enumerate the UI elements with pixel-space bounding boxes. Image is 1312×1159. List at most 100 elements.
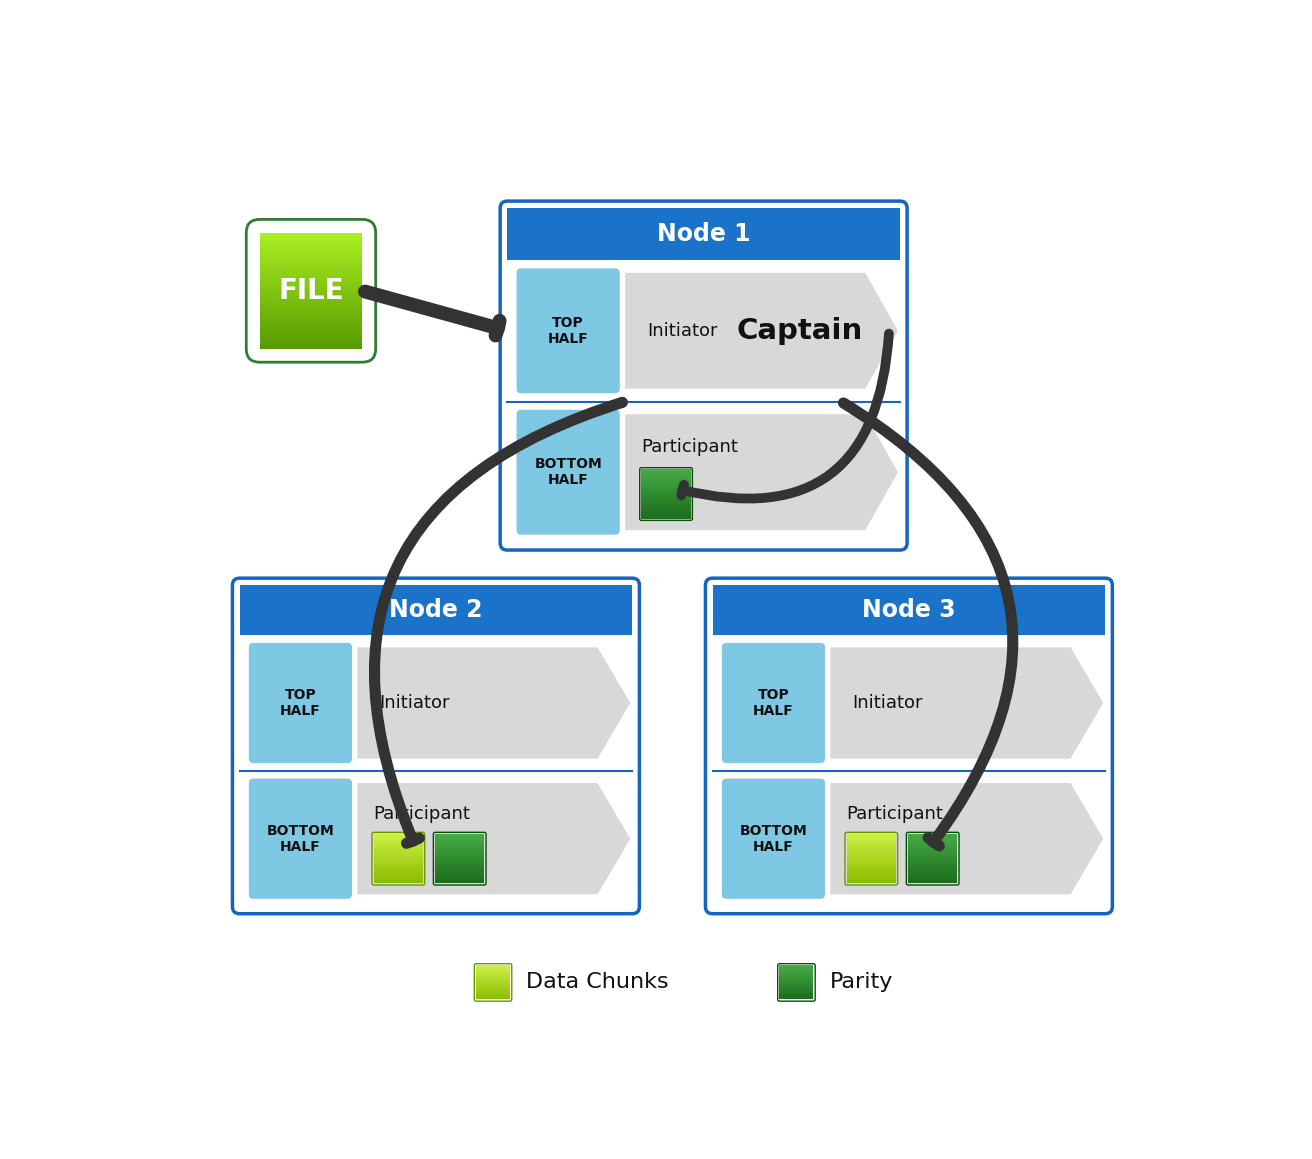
Bar [846,859,896,860]
Bar [642,471,690,472]
Bar [846,843,896,844]
Bar [260,289,362,291]
FancyBboxPatch shape [517,269,619,393]
Bar [260,307,362,309]
Bar [846,877,896,879]
Text: Data Chunks: Data Chunks [526,972,669,992]
Bar [908,843,958,844]
Bar [846,863,896,865]
Bar [642,488,690,489]
Bar [908,839,958,840]
Bar [260,233,362,235]
Bar [846,867,896,868]
Bar [260,242,362,245]
Bar [642,506,690,508]
Bar [642,473,690,474]
Bar [374,874,422,875]
Bar [436,844,484,845]
Text: TOP
HALF: TOP HALF [279,687,321,719]
Bar [436,863,484,865]
Bar [779,983,813,984]
Bar [908,853,958,854]
Bar [374,877,422,879]
Bar [642,484,690,486]
Bar [846,870,896,873]
Bar [779,992,813,994]
Text: Captain: Captain [737,316,863,345]
Bar [374,854,422,855]
Bar [260,300,362,302]
Bar [846,838,896,839]
Bar [260,316,362,319]
Bar [908,880,958,881]
Bar [476,976,510,977]
Bar [436,836,484,837]
Bar [436,875,484,876]
Bar [712,585,1105,635]
Bar [642,478,690,480]
FancyBboxPatch shape [706,578,1113,913]
Bar [260,344,362,347]
Bar [908,848,958,850]
Bar [642,502,690,503]
Bar [374,855,422,857]
Bar [476,983,510,984]
Text: Participant: Participant [846,806,943,823]
Bar [374,840,422,841]
Bar [846,855,896,857]
Bar [374,881,422,882]
Bar [642,510,690,511]
Bar [642,489,690,490]
Text: BOTTOM
HALF: BOTTOM HALF [266,824,335,854]
Bar [436,854,484,855]
Bar [436,840,484,841]
Bar [779,981,813,983]
Bar [436,869,484,870]
Bar [260,256,362,258]
Bar [476,987,510,990]
Text: Participant: Participant [374,806,471,823]
Bar [436,866,484,867]
Bar [374,850,422,852]
Bar [642,472,690,473]
Bar [779,965,813,967]
Bar [908,844,958,845]
Bar [476,998,510,999]
Bar [908,879,958,880]
Polygon shape [625,272,897,388]
Bar [908,847,958,848]
Bar [476,972,510,974]
Bar [260,261,362,263]
Bar [846,846,896,847]
Bar [260,296,362,298]
Polygon shape [625,414,897,530]
Bar [436,877,484,879]
Bar [476,994,510,996]
Bar [260,282,362,284]
Bar [260,284,362,286]
Bar [846,881,896,882]
Bar [476,965,510,967]
Bar [846,850,896,852]
Bar [436,865,484,866]
Bar [374,852,422,853]
Bar [374,867,422,868]
Bar [642,516,690,517]
Bar [436,879,484,880]
Bar [260,305,362,307]
Bar [374,848,422,850]
Bar [436,880,484,881]
Bar [846,857,896,858]
FancyBboxPatch shape [500,202,907,551]
Bar [260,291,362,293]
Bar [908,875,958,876]
Bar [846,845,896,846]
Bar [374,846,422,847]
Bar [476,991,510,992]
Bar [374,857,422,858]
Bar [908,861,958,862]
Polygon shape [357,783,630,895]
Bar [374,860,422,861]
Bar [476,984,510,986]
Bar [908,866,958,867]
